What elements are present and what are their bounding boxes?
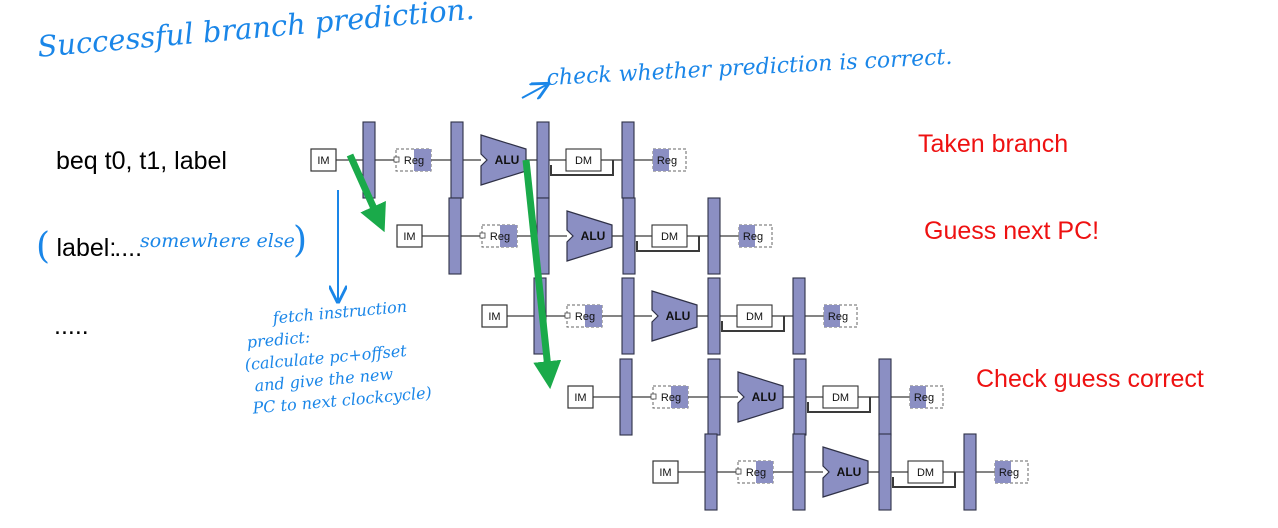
- reg-wb-label: Reg: [657, 155, 677, 167]
- reg-wb-label: Reg: [743, 231, 763, 243]
- im-box: [310, 148, 337, 172]
- mem-wb-register: [878, 358, 892, 436]
- id-ex-register: [792, 433, 806, 511]
- fetch-note: fetch instruction predict: (calculate pc…: [244, 294, 433, 419]
- dm-box: [565, 148, 602, 172]
- alu-shape: [566, 210, 613, 262]
- dm-label: DM: [832, 392, 849, 404]
- alu-label: ALU: [752, 390, 777, 404]
- reg-wb-label: Reg: [828, 311, 848, 323]
- pipeline-row-1: IM Reg ALU DM Reg: [310, 121, 687, 199]
- reg-label: Reg: [575, 311, 595, 323]
- annotation-guess: Guess next PC!: [924, 217, 1100, 245]
- label-text: label:: [56, 234, 117, 262]
- im-box: [652, 460, 679, 484]
- reg-label: Reg: [490, 231, 510, 243]
- mem-wb-register: [621, 121, 635, 199]
- if-id-register: [704, 433, 718, 511]
- im-label: IM: [659, 467, 671, 479]
- pipeline-row-3: IM Reg ALU DM Reg: [481, 277, 858, 355]
- im-label: IM: [403, 231, 415, 243]
- id-ex-register: [450, 121, 464, 199]
- label-note: somewhere else: [140, 230, 295, 252]
- reg-label: Reg: [404, 155, 424, 167]
- ex-mem-register: [707, 277, 721, 355]
- alu-label: ALU: [666, 309, 691, 323]
- im-box: [567, 385, 594, 409]
- dm-box: [907, 460, 944, 484]
- alu-shape: [737, 371, 784, 423]
- code-line-beq: beq t0, t1, label: [56, 147, 227, 175]
- ex-mem-register: [878, 433, 892, 511]
- annotation-taken: Taken branch: [918, 130, 1069, 158]
- reg-label: Reg: [661, 392, 681, 404]
- reg-wb-label: Reg: [914, 392, 934, 404]
- ex-mem-register: [793, 358, 807, 436]
- mem-wb-register: [963, 433, 977, 511]
- id-ex-register: [707, 358, 721, 436]
- dm-label: DM: [661, 231, 678, 243]
- check-arrow: [521, 85, 546, 98]
- green-arrow-short: [346, 153, 386, 233]
- if-id-register: [448, 197, 462, 275]
- alu-label: ALU: [581, 229, 606, 243]
- green-arrow-long: [522, 159, 562, 390]
- alu-shape: [822, 446, 869, 498]
- dm-box: [736, 304, 773, 328]
- dm-box: [822, 385, 859, 409]
- dm-label: DM: [917, 467, 934, 479]
- paren-open: (: [36, 226, 51, 267]
- code-line-label: ( label:....: [36, 224, 143, 267]
- im-label: IM: [317, 155, 329, 167]
- ex-mem-register: [622, 197, 636, 275]
- im-label: IM: [488, 311, 500, 323]
- im-box: [481, 304, 508, 328]
- alu-shape: [651, 290, 698, 342]
- dm-label: DM: [746, 311, 763, 323]
- alu-label: ALU: [495, 153, 520, 167]
- pipeline-row-2: IM Reg ALU DM Reg: [396, 197, 773, 275]
- reg-wb-label: Reg: [999, 467, 1019, 479]
- reg-label: Reg: [746, 467, 766, 479]
- im-label: IM: [574, 392, 586, 404]
- mem-wb-register: [792, 277, 806, 355]
- alu-shape: [480, 134, 527, 186]
- arrows-layer: [338, 85, 562, 390]
- id-ex-register: [621, 277, 635, 355]
- alu-label: ALU: [837, 465, 862, 479]
- mem-wb-register: [707, 197, 721, 275]
- paren-close: ): [293, 220, 308, 261]
- code-line-dots: .....: [54, 312, 89, 340]
- label-dots: ....: [114, 234, 143, 262]
- im-box: [396, 224, 423, 248]
- pipeline-row-5: IM Reg ALU DM Reg: [652, 433, 1029, 511]
- annotation-check: Check guess correct: [976, 365, 1204, 393]
- pipeline-row-4: IM Reg ALU DM Reg: [567, 358, 944, 436]
- if-id-register: [619, 358, 633, 436]
- dm-label: DM: [575, 155, 592, 167]
- ex-mem-register: [536, 121, 550, 199]
- dm-box: [651, 224, 688, 248]
